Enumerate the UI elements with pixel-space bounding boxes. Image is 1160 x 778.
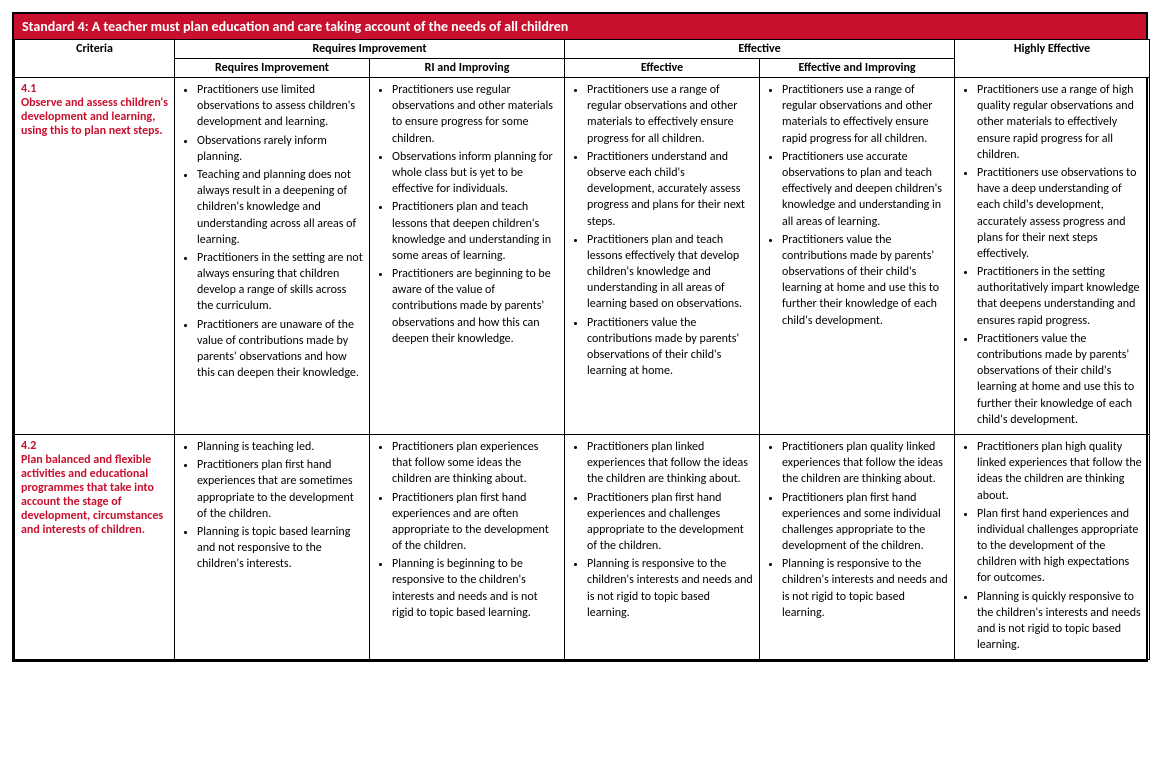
header-row-groups: Criteria Requires Improvement Effective …	[15, 40, 1150, 59]
bullet-item: Planning is beginning to be responsive t…	[392, 556, 558, 621]
bullet-item: Practitioners are beginning to be aware …	[392, 266, 558, 347]
level-cell-ri: Planning is teaching led. Practitioners p…	[175, 434, 370, 659]
table-row: 4.2Plan balanced and flexible activities…	[15, 434, 1150, 659]
bullet-item: Practitioners use a range of regular obs…	[782, 82, 948, 147]
bullet-item: Practitioners in the setting authoritati…	[977, 264, 1143, 329]
bullet-item: Practitioners plan first hand experience…	[782, 490, 948, 555]
bullet-item: Planning is responsive to the children's…	[587, 556, 753, 621]
level-cell-highly: Practitioners use a range of high qualit…	[955, 78, 1150, 435]
bullet-item: Practitioners plan and teach lessons tha…	[392, 199, 558, 264]
bullet-item: Practitioners plan linked experiences th…	[587, 439, 753, 488]
header-sub-effective: Effective	[565, 59, 760, 78]
header-sub-effective-improving: Effective and Improving	[760, 59, 955, 78]
criteria-cell: 4.1Observe and assess children's develop…	[15, 78, 175, 435]
bullet-item: Practitioners use observations to have a…	[977, 165, 1143, 262]
criteria-text: Plan balanced and flexible activities an…	[21, 453, 168, 537]
bullet-list: Practitioners plan high quality linked e…	[961, 439, 1143, 653]
bullet-item: Practitioners are unaware of the value o…	[197, 317, 363, 382]
bullet-item: Practitioners value the contributions ma…	[782, 232, 948, 329]
bullet-list: Practitioners plan experiences that foll…	[376, 439, 558, 621]
bullet-list: Practitioners plan linked experiences th…	[571, 439, 753, 621]
bullet-item: Practitioners in the setting are not alw…	[197, 250, 363, 315]
level-cell-eff: Practitioners plan linked experiences th…	[565, 434, 760, 659]
bullet-item: Practitioners understand and observe eac…	[587, 149, 753, 230]
header-sub-ri-improving: RI and Improving	[370, 59, 565, 78]
level-cell-ri_imp: Practitioners plan experiences that foll…	[370, 434, 565, 659]
header-group-effective: Effective	[565, 40, 955, 59]
rubric-title: Standard 4: A teacher must plan educatio…	[14, 14, 1146, 39]
bullet-list: Practitioners use a range of regular obs…	[571, 82, 753, 379]
bullet-item: Planning is teaching led.	[197, 439, 363, 455]
bullet-item: Practitioners plan first hand experience…	[197, 457, 363, 522]
rubric-container: Standard 4: A teacher must plan educatio…	[12, 12, 1148, 662]
bullet-item: Practitioners use a range of regular obs…	[587, 82, 753, 147]
bullet-item: Observations inform planning for whole c…	[392, 149, 558, 198]
criteria-cell: 4.2Plan balanced and flexible activities…	[15, 434, 175, 659]
level-cell-ri: Practitioners use limited observations t…	[175, 78, 370, 435]
bullet-list: Planning is teaching led. Practitioners p…	[181, 439, 363, 573]
bullet-item: Practitioners use accurate observations …	[782, 149, 948, 230]
bullet-list: Practitioners plan quality linked experi…	[766, 439, 948, 621]
bullet-item: Teaching and planning does not always re…	[197, 167, 363, 248]
bullet-item: Practitioners value the contributions ma…	[977, 331, 1143, 428]
bullet-item: Planning is responsive to the children's…	[782, 556, 948, 621]
bullet-item: Practitioners plan high quality linked e…	[977, 439, 1143, 504]
bullet-list: Practitioners use a range of high qualit…	[961, 82, 1143, 428]
header-sub-ri: Requires Improvement	[175, 59, 370, 78]
header-criteria: Criteria	[15, 40, 175, 78]
bullet-item: Practitioners plan experiences that foll…	[392, 439, 558, 488]
criteria-number: 4.1	[21, 82, 168, 96]
level-cell-eff: Practitioners use a range of regular obs…	[565, 78, 760, 435]
bullet-item: Practitioners use a range of high qualit…	[977, 82, 1143, 163]
bullet-item: Practitioners use limited observations t…	[197, 82, 363, 131]
bullet-item: Practitioners plan first hand experience…	[587, 490, 753, 555]
bullet-item: Practitioners use regular observations a…	[392, 82, 558, 147]
bullet-item: Practitioners plan and teach lessons eff…	[587, 232, 753, 313]
bullet-item: Planning is topic based learning and not…	[197, 524, 363, 573]
rubric-table: Criteria Requires Improvement Effective …	[14, 39, 1150, 660]
bullet-item: Plan first hand experiences and individu…	[977, 506, 1143, 587]
header-group-ri: Requires Improvement	[175, 40, 565, 59]
bullet-item: Practitioners value the contributions ma…	[587, 315, 753, 380]
bullet-list: Practitioners use regular observations a…	[376, 82, 558, 347]
criteria-text: Observe and assess children's developmen…	[21, 96, 168, 138]
bullet-list: Practitioners use limited observations t…	[181, 82, 363, 381]
bullet-item: Practitioners plan quality linked experi…	[782, 439, 948, 488]
criteria-number: 4.2	[21, 439, 168, 453]
header-highly-effective: Highly Effective	[955, 40, 1150, 78]
bullet-list: Practitioners use a range of regular obs…	[766, 82, 948, 329]
level-cell-ri_imp: Practitioners use regular observations a…	[370, 78, 565, 435]
bullet-item: Practitioners plan first hand experience…	[392, 490, 558, 555]
bullet-item: Planning is quickly responsive to the ch…	[977, 589, 1143, 654]
level-cell-highly: Practitioners plan high quality linked e…	[955, 434, 1150, 659]
bullet-item: Observations rarely inform planning.	[197, 133, 363, 165]
level-cell-eff_imp: Practitioners plan quality linked experi…	[760, 434, 955, 659]
table-row: 4.1Observe and assess children's develop…	[15, 78, 1150, 435]
level-cell-eff_imp: Practitioners use a range of regular obs…	[760, 78, 955, 435]
